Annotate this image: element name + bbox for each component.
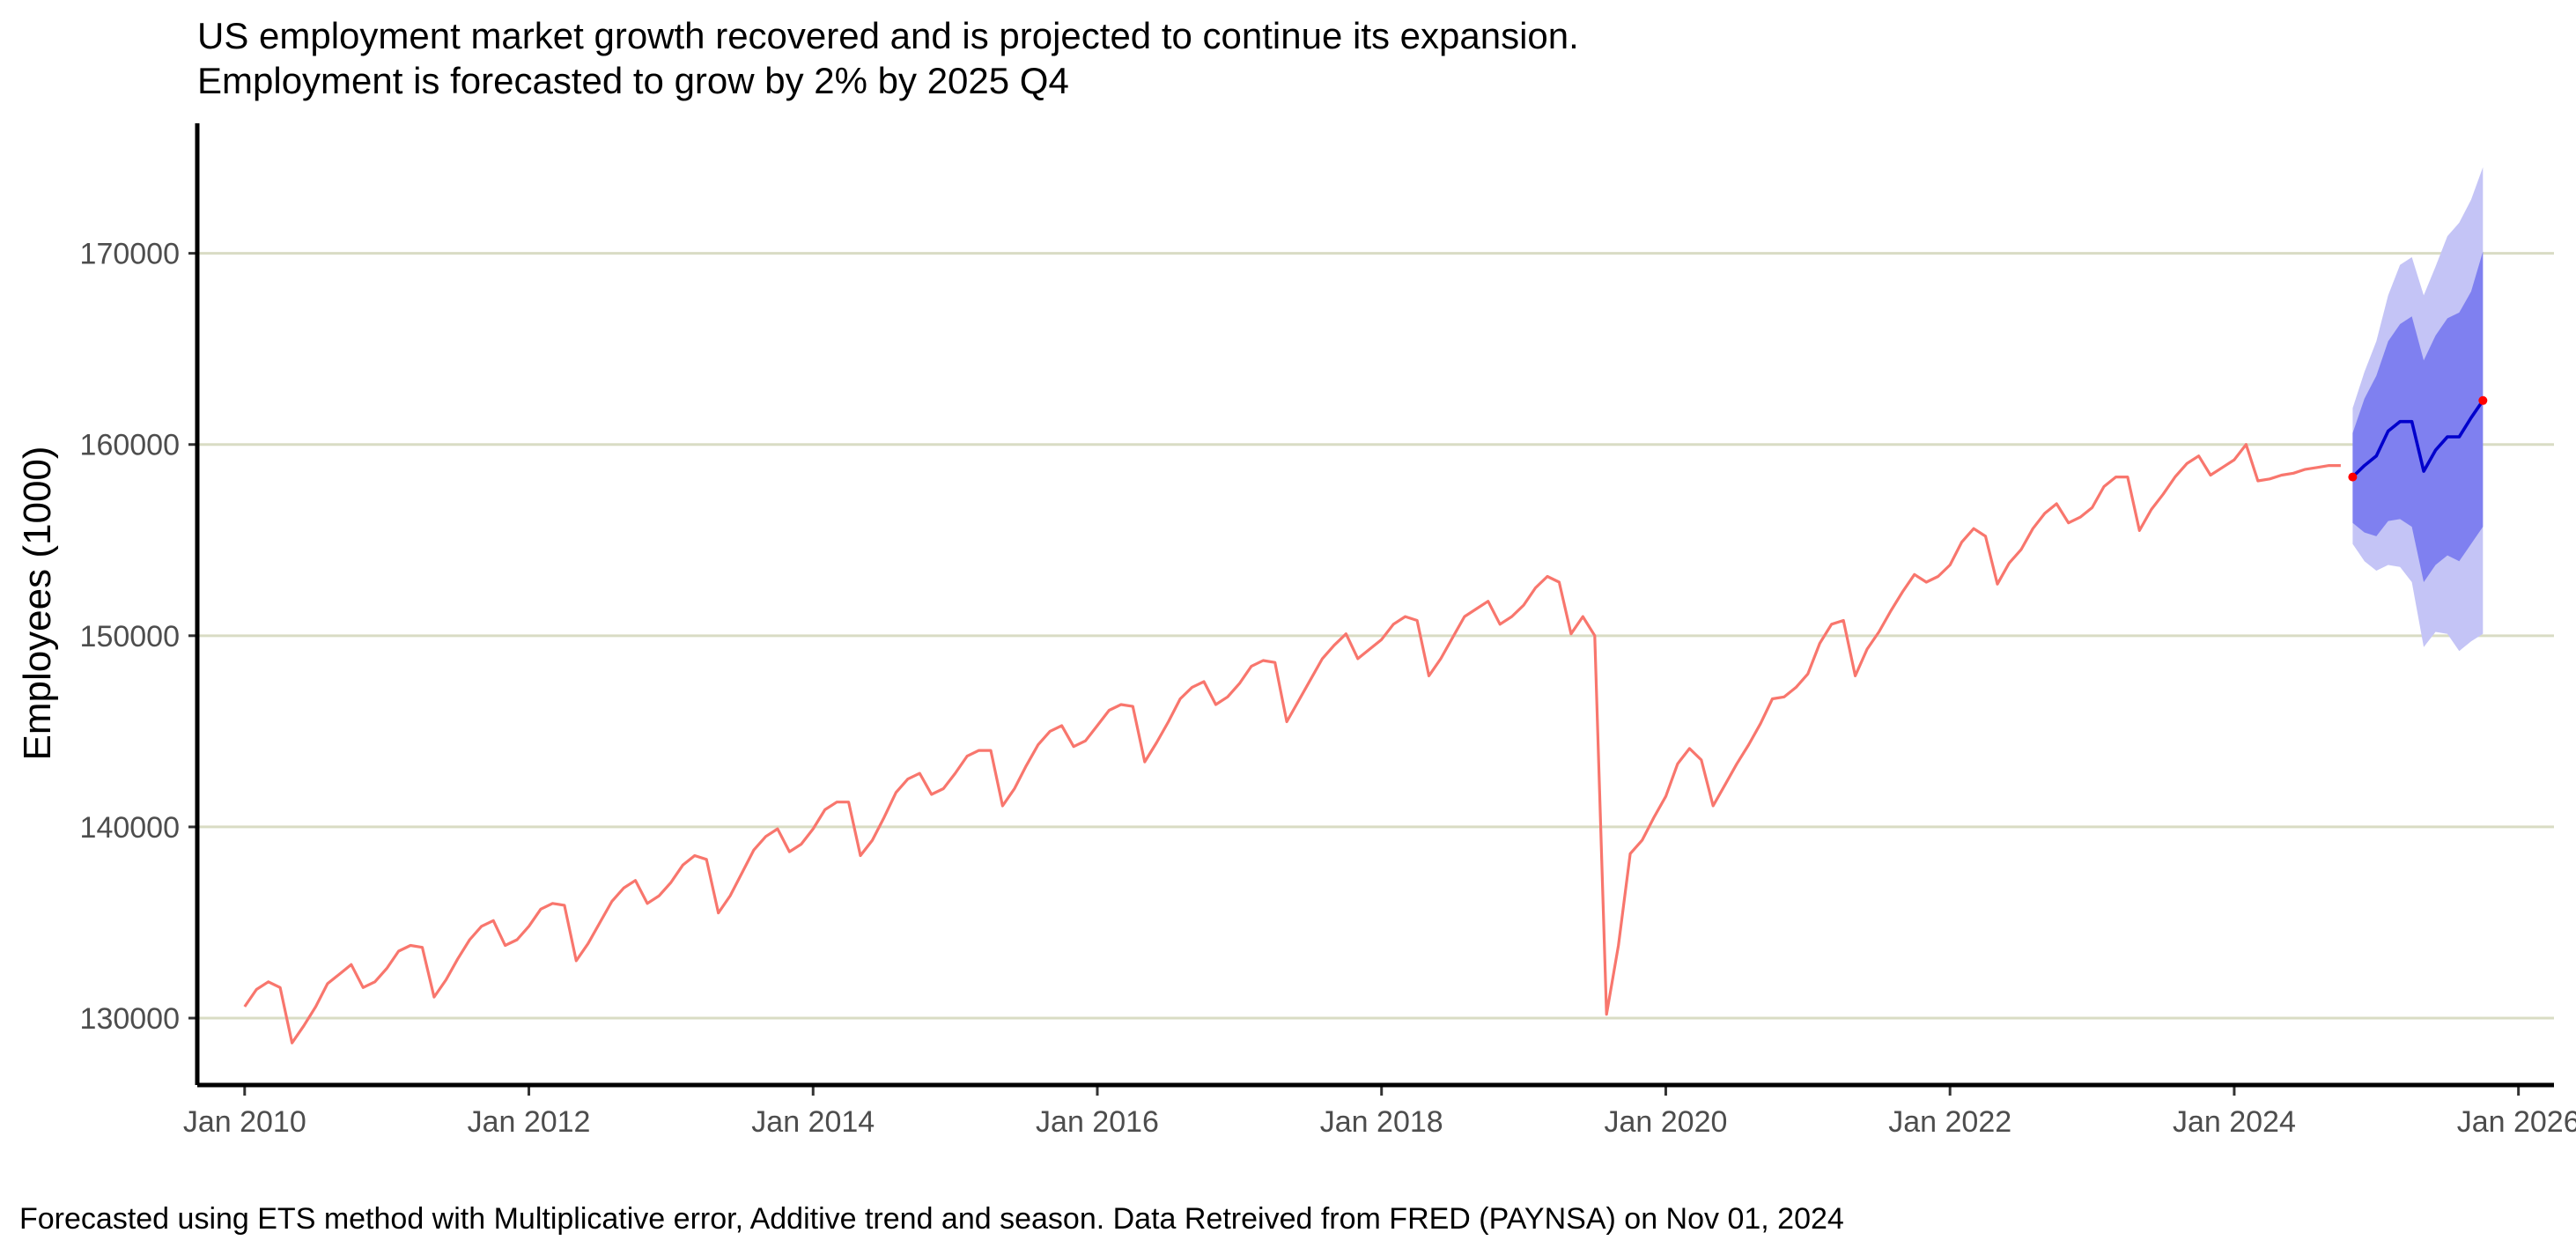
forecast-end-point	[2478, 395, 2488, 405]
y-tick-labels: 130000 140000 150000 160000 170000	[80, 238, 180, 1036]
x-tick-label: Jan 2014	[751, 1105, 875, 1139]
y-tick-label: 130000	[80, 1002, 180, 1036]
x-tick-label: Jan 2024	[2173, 1105, 2296, 1139]
prediction-interval-80-layer	[2352, 251, 2484, 582]
x-tick-label: Jan 2026	[2457, 1105, 2576, 1139]
actual-employment-line	[243, 443, 2341, 1045]
y-axis-label: Employees (1000)	[16, 446, 59, 760]
chart-title: US employment market growth recovered an…	[197, 15, 1579, 56]
x-tick-label: Jan 2012	[468, 1105, 591, 1139]
x-tick-label: Jan 2022	[1888, 1105, 2011, 1139]
chart-caption: Forecasted using ETS method with Multipl…	[19, 1202, 1844, 1236]
y-tick-label: 160000	[80, 429, 180, 462]
series-layer	[243, 395, 2488, 1045]
x-tick-label: Jan 2020	[1605, 1105, 1728, 1139]
x-tick-label: Jan 2018	[1320, 1105, 1443, 1139]
x-tick-labels: Jan 2010 Jan 2012 Jan 2014 Jan 2016 Jan 2018…	[183, 1105, 2576, 1139]
forecast-line	[2351, 399, 2484, 478]
y-tick-label: 140000	[80, 811, 180, 845]
y-tick-label: 150000	[80, 620, 180, 653]
y-tick-label: 170000	[80, 238, 180, 271]
x-tick-label: Jan 2010	[183, 1105, 306, 1139]
grid-lines	[197, 252, 2554, 1020]
axes	[188, 123, 2554, 1096]
chart-subtitle: Employment is forecasted to grow by 2% b…	[197, 60, 1069, 101]
x-tick-label: Jan 2016	[1036, 1105, 1159, 1139]
forecast-start-point	[2348, 472, 2358, 482]
forecast-interval-80-band	[2352, 251, 2484, 582]
